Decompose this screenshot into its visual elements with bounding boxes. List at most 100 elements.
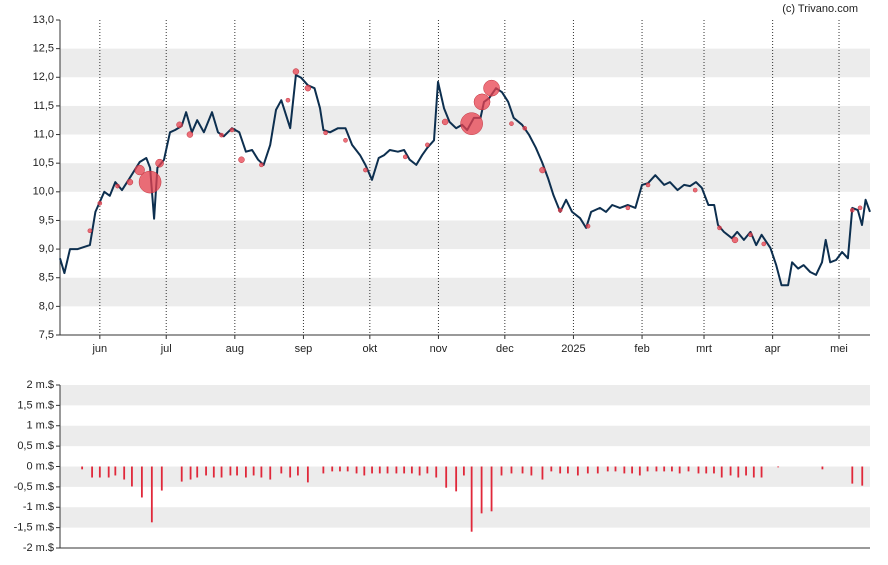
bubble [238, 156, 245, 163]
bubble [402, 154, 408, 160]
bubble [441, 118, 449, 126]
bar [297, 466, 299, 476]
bar [480, 466, 483, 514]
bar [737, 466, 740, 478]
bubble [155, 158, 164, 168]
x-tick-label: mei [830, 343, 848, 355]
y-tick-label: 13,0 [33, 14, 54, 26]
bar [614, 466, 617, 472]
bubble [176, 121, 183, 129]
bar [697, 466, 700, 474]
bubble [483, 79, 500, 97]
bar [500, 466, 503, 476]
grid-band [60, 385, 870, 406]
bar [245, 466, 247, 478]
bar [470, 466, 473, 532]
grid-band [60, 507, 870, 528]
y-tick-label: 2 m.$ [26, 379, 54, 391]
bar [705, 466, 708, 474]
bubble [625, 205, 631, 211]
bubble [285, 97, 291, 103]
bubble [219, 132, 224, 138]
bar [236, 466, 238, 476]
bubble [323, 130, 328, 136]
x-tick-label: feb [634, 343, 649, 355]
bar [445, 466, 448, 488]
bar [371, 466, 373, 474]
bar [280, 466, 283, 474]
bar [81, 466, 84, 470]
grid-band [60, 48, 870, 78]
y-tick-label: 9,5 [39, 214, 54, 226]
bar [322, 466, 325, 474]
y-tick-label: 8,5 [39, 272, 54, 284]
bubble [126, 178, 134, 186]
y-tick-label: 0 m.$ [26, 460, 54, 472]
bar [596, 466, 599, 474]
bar [131, 466, 133, 487]
bubble [134, 164, 145, 176]
bar [140, 466, 143, 498]
bar [462, 466, 465, 476]
bar [260, 466, 263, 478]
x-tick-label: jul [160, 343, 172, 355]
x-tick-label: sep [295, 343, 313, 355]
y-tick-label: -1 m.$ [23, 501, 54, 513]
bubble [717, 225, 722, 231]
bar [745, 466, 747, 476]
bar [490, 466, 493, 512]
bubble [557, 207, 563, 213]
watermark: (c) Trivano.com [782, 3, 858, 15]
bar [403, 466, 406, 474]
bar [713, 466, 715, 474]
grid-band [60, 277, 870, 307]
bar [220, 466, 223, 478]
bubble [473, 93, 491, 111]
bar [289, 466, 292, 478]
y-tick-label: 10,0 [33, 186, 54, 198]
y-tick-label: 12,5 [33, 43, 54, 55]
bubble [259, 162, 264, 168]
bar [861, 466, 864, 486]
bubble [522, 125, 528, 131]
bubble [645, 182, 651, 188]
bar [339, 466, 341, 472]
bar [576, 466, 579, 476]
bar [212, 466, 215, 478]
bubble [761, 241, 767, 247]
bar [123, 466, 126, 480]
bubble [304, 84, 312, 92]
bubble [509, 121, 514, 126]
bar [729, 466, 732, 476]
bar [196, 466, 199, 478]
y-tick-label: -1,5 m.$ [14, 522, 54, 534]
y-tick-label: 12,0 [33, 71, 54, 83]
y-tick-label: 7,5 [39, 329, 54, 341]
bar [760, 466, 763, 478]
bar [107, 466, 110, 478]
bubble [229, 127, 235, 133]
grid-band [60, 466, 870, 487]
bubble [363, 167, 368, 173]
bar [269, 466, 272, 480]
bubble [460, 112, 483, 135]
bubble [138, 170, 162, 194]
bar [510, 466, 513, 474]
bar [355, 466, 358, 474]
x-tick-label: aug [226, 343, 244, 355]
bar [205, 466, 207, 476]
bubble [343, 138, 348, 143]
bar [777, 466, 780, 468]
bar [306, 466, 309, 483]
bar [752, 466, 755, 478]
bar [410, 466, 413, 474]
bar [91, 466, 93, 478]
bubble [186, 131, 194, 138]
x-tick-label: apr [765, 343, 781, 355]
y-tick-label: 1,5 m.$ [17, 399, 54, 411]
bar [671, 466, 673, 472]
bar [606, 466, 609, 472]
x-tick-label: okt [362, 343, 377, 355]
